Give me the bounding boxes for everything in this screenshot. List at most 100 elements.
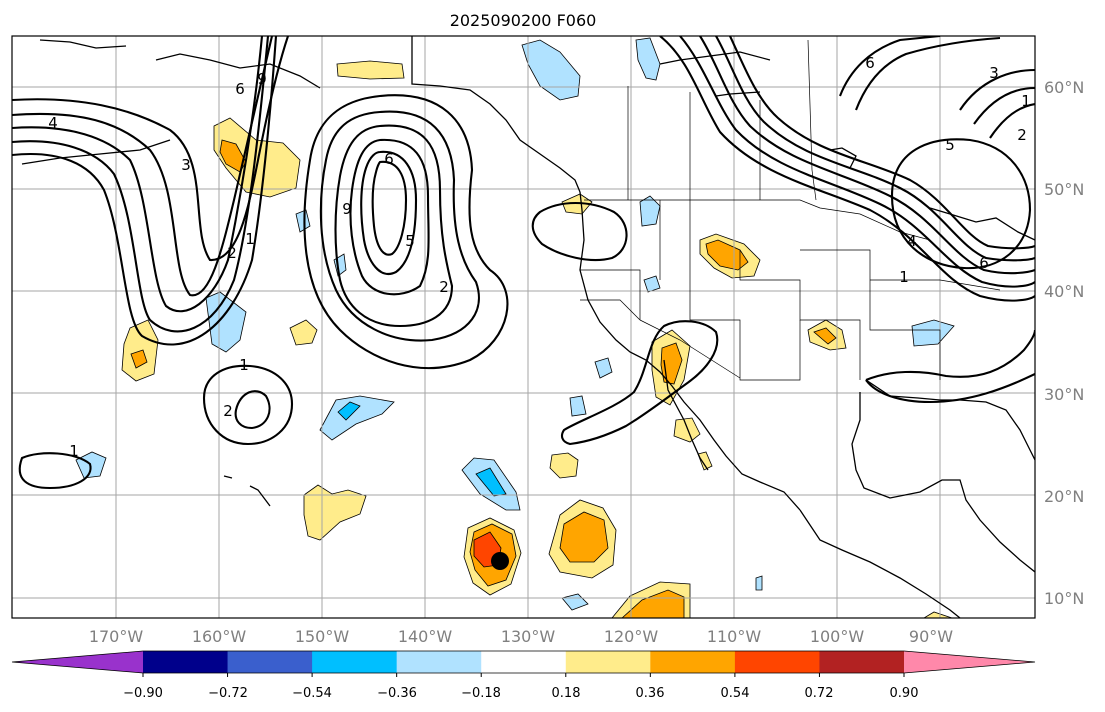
shade-negative — [295, 209, 311, 233]
contour-label: 3 — [181, 156, 191, 174]
colorbar-segment — [227, 651, 313, 673]
contour-label: 1 — [1021, 92, 1031, 110]
colorbar-tick-label: −0.54 — [292, 686, 332, 701]
contour-label: 2 — [439, 278, 449, 296]
shade-positive — [549, 452, 579, 479]
lon-label: 100°W — [810, 627, 865, 646]
contour-label: 5 — [405, 232, 415, 250]
shade-positive — [121, 319, 159, 382]
colorbar-extend-max — [904, 651, 1035, 673]
lat-label: 30°N — [1044, 385, 1084, 404]
colorbar-tick-label: 0.36 — [636, 686, 665, 701]
shade-positive — [289, 319, 318, 346]
longitude-labels: 170°W 160°W 150°W 140°W 130°W 120°W 110°… — [89, 627, 953, 646]
contour-label: 9 — [342, 200, 352, 218]
colorbar-segment — [481, 651, 567, 673]
shade-positive — [705, 239, 749, 271]
lon-label: 150°W — [295, 627, 350, 646]
colorbar-tick-label: 0.72 — [805, 686, 834, 701]
lat-label: 60°N — [1044, 78, 1084, 97]
shade-positive — [559, 511, 609, 563]
contour-label: 3 — [989, 64, 999, 82]
colorbar-tick-label: 0.90 — [890, 686, 919, 701]
contour-lines — [12, 36, 1035, 490]
shade-positive — [130, 349, 148, 369]
contour-label: 1 — [69, 442, 79, 460]
contour-label: 2 — [223, 402, 233, 420]
colorbar-extend-min — [12, 651, 143, 673]
graticule — [12, 36, 1035, 618]
contour-label: 2 — [227, 244, 237, 262]
shade-negative — [643, 275, 661, 293]
map-panel: 4 3 2 1 6 9 6 9 5 2 1 2 1 6 3 1 2 5 4 6 — [11, 35, 1036, 619]
shade-negative — [569, 395, 587, 417]
shade-positive — [923, 611, 953, 618]
contour-label: 5 — [945, 136, 955, 154]
colorbar-segments — [12, 651, 1035, 673]
colorbar-segment — [312, 651, 398, 673]
shade-positive — [697, 451, 713, 471]
map-frame — [11, 35, 1036, 619]
colorbar: −0.90 −0.72 −0.54 −0.36 −0.18 0.18 0.36 … — [11, 650, 1036, 701]
lon-label: 170°W — [89, 627, 144, 646]
shade-negative — [635, 37, 661, 81]
contour-label: 1 — [245, 230, 255, 248]
colorbar-tick-label: −0.18 — [461, 686, 501, 701]
contour-label: 1 — [899, 268, 909, 286]
colorbar-tick-label: −0.36 — [377, 686, 417, 701]
contour-label: 9 — [257, 70, 267, 88]
shade-negative — [755, 575, 763, 591]
colorbar-ticks — [142, 673, 905, 677]
shade-negative — [911, 319, 955, 347]
lat-label: 50°N — [1044, 180, 1084, 199]
shade-positive — [336, 60, 405, 80]
shade-positive — [673, 417, 701, 443]
lon-label: 90°W — [909, 627, 953, 646]
lon-label: 130°W — [501, 627, 556, 646]
colorbar-segment — [819, 651, 905, 673]
shade-positive — [813, 327, 837, 345]
colorbar-segment — [565, 651, 651, 673]
contour-label: 4 — [907, 232, 917, 250]
contour-label: 4 — [48, 114, 58, 132]
storm-center-marker — [491, 552, 509, 570]
contour-label: 6 — [979, 254, 989, 272]
lon-label: 110°W — [707, 627, 762, 646]
shade-negative — [205, 291, 247, 353]
contour-label: 1 — [239, 356, 249, 374]
shade-negative — [319, 395, 395, 441]
contour-label: 6 — [865, 54, 875, 72]
shade-positive — [213, 117, 301, 198]
latitude-labels: 10°N 20°N 30°N 40°N 50°N 60°N — [1044, 78, 1084, 608]
shade-negative — [521, 39, 581, 101]
colorbar-segment — [396, 651, 482, 673]
lat-label: 20°N — [1044, 487, 1084, 506]
shade-positive — [303, 484, 367, 541]
shade-negative — [475, 467, 507, 497]
shade-negative — [639, 195, 661, 227]
map-background — [12, 36, 1035, 618]
colorbar-tick-label: −0.72 — [208, 686, 248, 701]
colorbar-tick-labels: −0.90 −0.72 −0.54 −0.36 −0.18 0.18 0.36 … — [123, 686, 918, 701]
lon-label: 120°W — [604, 627, 659, 646]
colorbar-tick-label: 0.54 — [721, 686, 750, 701]
colorbar-segment — [143, 651, 229, 673]
lat-label: 10°N — [1044, 589, 1084, 608]
colorbar-segment — [734, 651, 820, 673]
contour-labels: 4 3 2 1 6 9 6 9 5 2 1 2 1 6 3 1 2 5 4 6 — [48, 54, 1031, 460]
shaded-anomalies — [75, 37, 955, 618]
lon-label: 140°W — [398, 627, 453, 646]
shade-negative — [337, 401, 361, 421]
contour-label: 6 — [384, 150, 394, 168]
colorbar-tick-label: 0.18 — [552, 686, 581, 701]
lon-label: 160°W — [192, 627, 247, 646]
shade-positive — [621, 589, 685, 618]
shade-negative — [594, 357, 613, 379]
colorbar-tick-label: −0.90 — [123, 686, 163, 701]
contour-label: 2 — [1017, 126, 1027, 144]
plot-title: 2025090200 F060 — [450, 11, 597, 30]
contour-label: 6 — [235, 80, 245, 98]
lat-label: 40°N — [1044, 282, 1084, 301]
colorbar-segment — [650, 651, 736, 673]
